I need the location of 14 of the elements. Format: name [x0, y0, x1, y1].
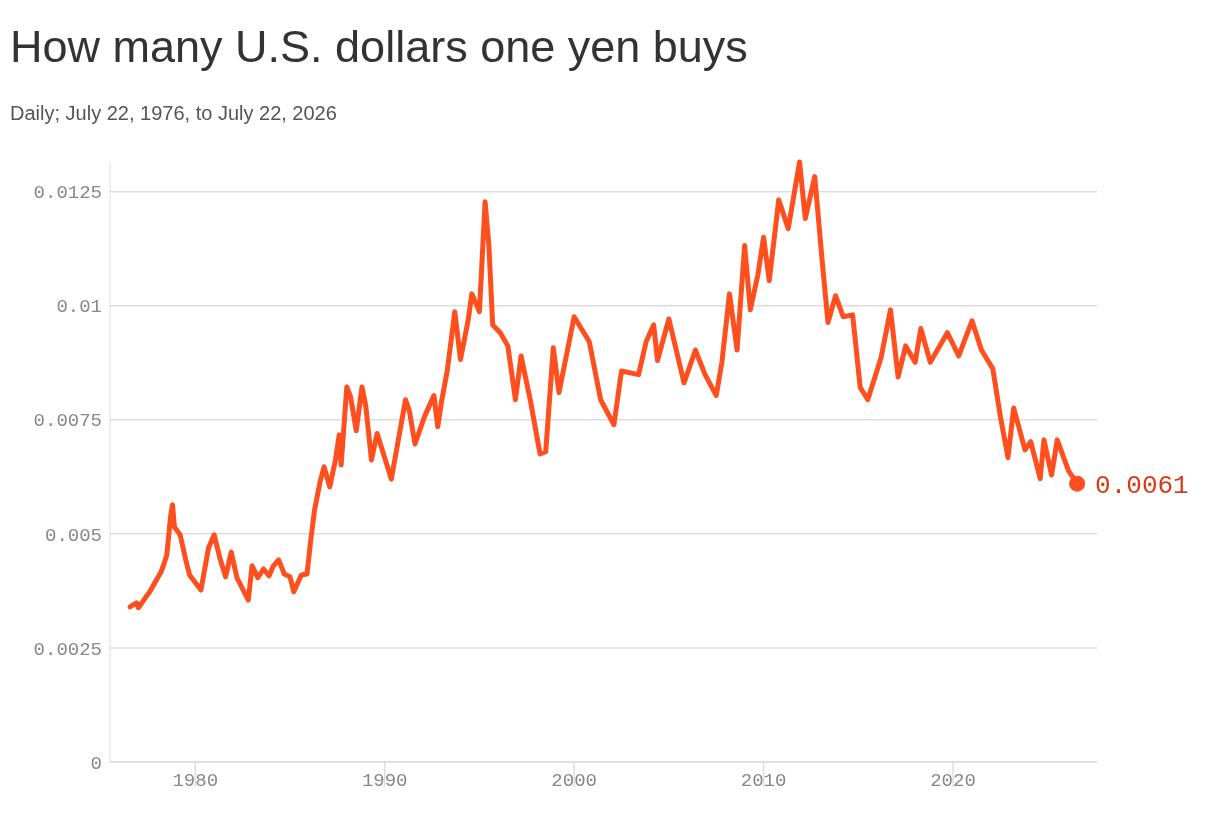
y-tick-label: 0.005	[44, 524, 102, 547]
y-tick-label: 0.0075	[33, 410, 102, 433]
y-tick-label: 0	[90, 752, 102, 775]
x-tick-label: 2010	[740, 770, 787, 792]
y-tick-label: 0.01	[56, 296, 102, 319]
annotation: 0.0061	[1095, 470, 1189, 501]
x-tick-label: 1990	[361, 770, 408, 792]
y-tick-label: 0.0125	[33, 182, 102, 205]
chart-title: How many U.S. dollars one yen buys	[10, 21, 748, 72]
x-tick-label: 2000	[551, 770, 597, 792]
x-tick-label: 1980	[172, 770, 219, 792]
x-tick-label: 2020	[930, 770, 976, 792]
y-tick-label: 0.0025	[33, 638, 102, 661]
chart-subtitle: Daily; July 22, 1976, to July 22, 2026	[10, 102, 337, 124]
